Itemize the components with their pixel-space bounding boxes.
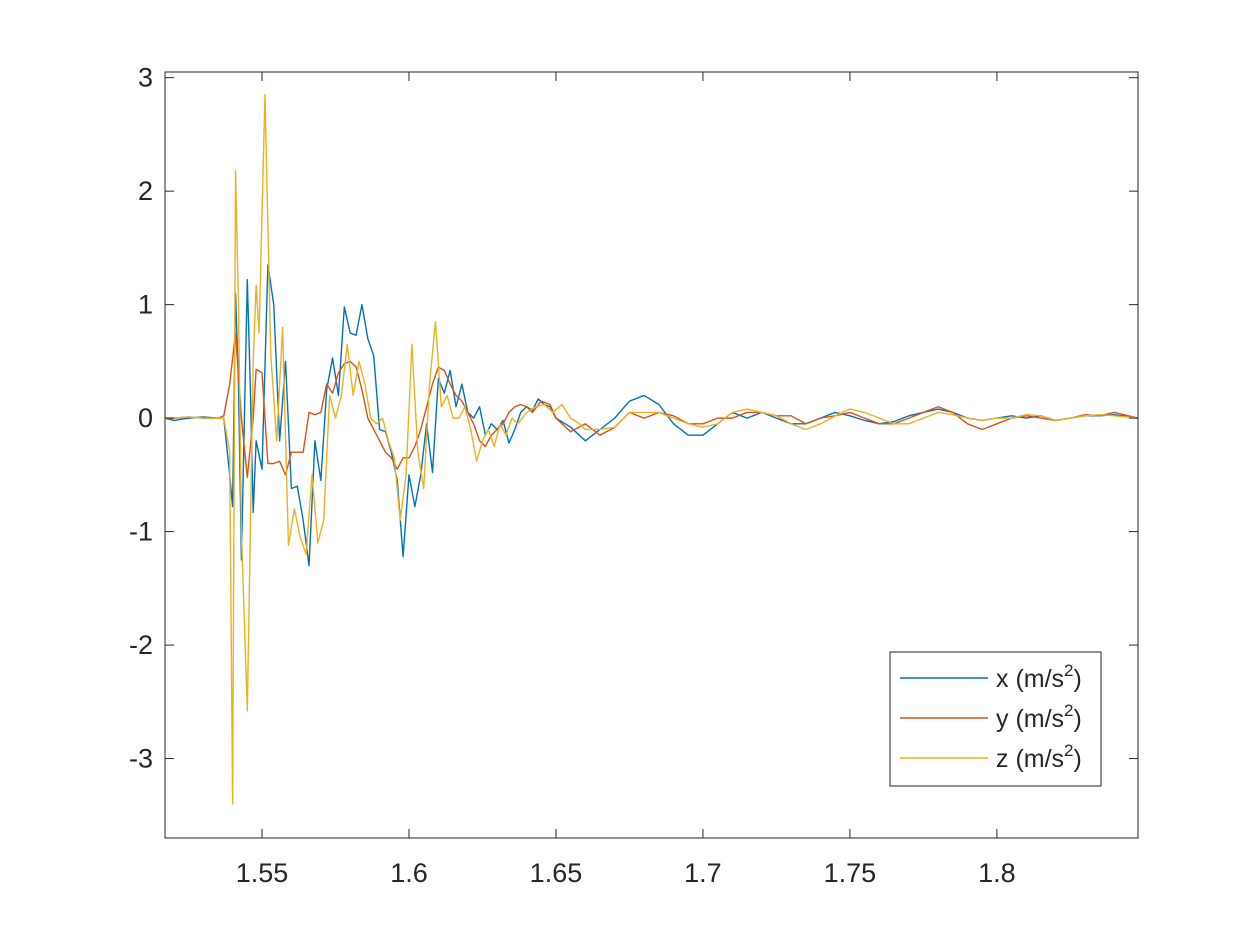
series-lines bbox=[165, 94, 1138, 805]
legend-label-z: z (m/s2) bbox=[996, 741, 1082, 773]
y-tick-label: 3 bbox=[138, 63, 153, 93]
y-tick-label: -2 bbox=[129, 630, 153, 660]
legend-box bbox=[889, 651, 1102, 787]
x-tick-label: 1.6 bbox=[390, 858, 428, 888]
x-tick-label: 1.7 bbox=[684, 858, 722, 888]
y-tick-label: 1 bbox=[138, 290, 153, 320]
series-line-x bbox=[165, 264, 1138, 567]
y-tick-label: 0 bbox=[138, 403, 153, 433]
axes-box bbox=[164, 71, 1139, 839]
series-line-z bbox=[165, 94, 1138, 805]
y-tick-label: -1 bbox=[129, 517, 153, 547]
legend-label-x: x (m/s2) bbox=[996, 661, 1082, 693]
x-tick-label: 1.75 bbox=[824, 858, 877, 888]
x-tick-label: 1.8 bbox=[978, 858, 1016, 888]
legend-label-y: y (m/s2) bbox=[996, 701, 1082, 733]
x-tick-label: 1.55 bbox=[236, 858, 289, 888]
series-line-y bbox=[165, 332, 1138, 478]
x-tick-label: 1.65 bbox=[530, 858, 583, 888]
y-tick-label: -3 bbox=[129, 744, 153, 774]
y-tick-label: 2 bbox=[138, 176, 153, 206]
